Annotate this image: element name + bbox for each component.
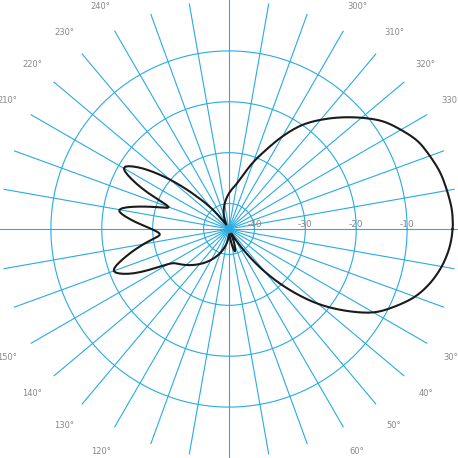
Text: 150°: 150° — [0, 353, 17, 362]
Text: -30: -30 — [298, 220, 313, 229]
Text: 30°: 30° — [444, 353, 458, 362]
Text: 220°: 220° — [22, 60, 43, 69]
Text: 210°: 210° — [0, 96, 17, 105]
Text: 310°: 310° — [384, 28, 404, 37]
Text: 40°: 40° — [418, 389, 433, 398]
Text: 330°: 330° — [441, 96, 458, 105]
Text: -20: -20 — [349, 220, 364, 229]
Text: 50°: 50° — [387, 421, 401, 430]
Text: 240°: 240° — [91, 2, 111, 11]
Text: 130°: 130° — [54, 421, 74, 430]
Text: 140°: 140° — [22, 389, 43, 398]
Text: 320°: 320° — [415, 60, 436, 69]
Text: 300°: 300° — [347, 2, 367, 11]
Text: -10: -10 — [400, 220, 414, 229]
Text: -40: -40 — [247, 220, 262, 229]
Text: 230°: 230° — [54, 28, 74, 37]
Text: 60°: 60° — [350, 447, 365, 456]
Text: 120°: 120° — [91, 447, 111, 456]
